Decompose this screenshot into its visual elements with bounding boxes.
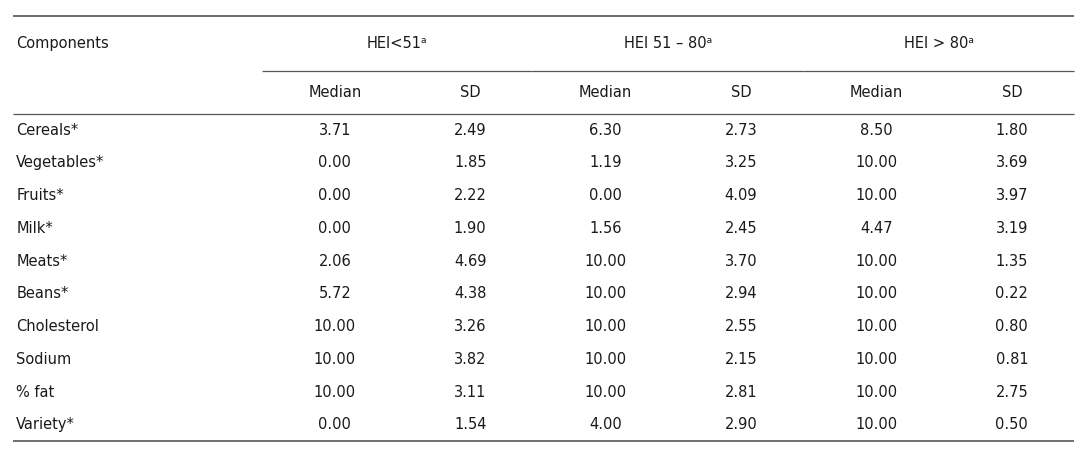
Text: SD: SD — [460, 85, 480, 100]
Text: 10.00: 10.00 — [585, 287, 627, 302]
Text: 3.19: 3.19 — [996, 221, 1028, 236]
Text: 3.69: 3.69 — [996, 156, 1028, 171]
Text: 10.00: 10.00 — [314, 352, 355, 367]
Text: 3.97: 3.97 — [996, 188, 1028, 203]
Text: 2.22: 2.22 — [453, 188, 487, 203]
Text: HEI<51ᵃ: HEI<51ᵃ — [366, 36, 427, 51]
Text: 2.55: 2.55 — [725, 319, 758, 334]
Text: 6.30: 6.30 — [589, 123, 622, 138]
Text: 2.81: 2.81 — [725, 385, 758, 399]
Text: 1.90: 1.90 — [454, 221, 487, 236]
Text: 10.00: 10.00 — [855, 254, 898, 269]
Text: 0.00: 0.00 — [589, 188, 622, 203]
Text: Fruits*: Fruits* — [16, 188, 64, 203]
Text: 4.00: 4.00 — [589, 418, 622, 432]
Text: 4.69: 4.69 — [454, 254, 487, 269]
Text: 1.80: 1.80 — [996, 123, 1028, 138]
Text: 2.06: 2.06 — [318, 254, 351, 269]
Text: 0.00: 0.00 — [318, 418, 351, 432]
Text: 10.00: 10.00 — [855, 385, 898, 399]
Text: 2.49: 2.49 — [454, 123, 487, 138]
Text: 10.00: 10.00 — [314, 385, 355, 399]
Text: Sodium: Sodium — [16, 352, 72, 367]
Text: % fat: % fat — [16, 385, 54, 399]
Text: HEI > 80ᵃ: HEI > 80ᵃ — [903, 36, 974, 51]
Text: 5.72: 5.72 — [318, 287, 351, 302]
Text: Median: Median — [579, 85, 633, 100]
Text: 0.00: 0.00 — [318, 221, 351, 236]
Text: 10.00: 10.00 — [855, 156, 898, 171]
Text: 2.45: 2.45 — [725, 221, 758, 236]
Text: Beans*: Beans* — [16, 287, 68, 302]
Text: Cereals*: Cereals* — [16, 123, 78, 138]
Text: Cholesterol: Cholesterol — [16, 319, 99, 334]
Text: 2.73: 2.73 — [725, 123, 758, 138]
Text: 0.22: 0.22 — [996, 287, 1028, 302]
Text: Median: Median — [850, 85, 903, 100]
Text: Vegetables*: Vegetables* — [16, 156, 104, 171]
Text: 10.00: 10.00 — [314, 319, 355, 334]
Text: 2.94: 2.94 — [725, 287, 758, 302]
Text: 3.82: 3.82 — [454, 352, 487, 367]
Text: 3.70: 3.70 — [725, 254, 758, 269]
Text: 0.00: 0.00 — [318, 156, 351, 171]
Text: Components: Components — [16, 36, 109, 51]
Text: 10.00: 10.00 — [585, 254, 627, 269]
Text: 0.00: 0.00 — [318, 188, 351, 203]
Text: 10.00: 10.00 — [585, 352, 627, 367]
Text: 3.71: 3.71 — [318, 123, 351, 138]
Text: 10.00: 10.00 — [855, 352, 898, 367]
Text: Median: Median — [309, 85, 361, 100]
Text: 4.38: 4.38 — [454, 287, 486, 302]
Text: 10.00: 10.00 — [855, 188, 898, 203]
Text: 2.90: 2.90 — [725, 418, 758, 432]
Text: 1.35: 1.35 — [996, 254, 1028, 269]
Text: 10.00: 10.00 — [855, 287, 898, 302]
Text: 10.00: 10.00 — [855, 418, 898, 432]
Text: 1.54: 1.54 — [454, 418, 487, 432]
Text: 2.15: 2.15 — [725, 352, 758, 367]
Text: 0.80: 0.80 — [996, 319, 1028, 334]
Text: 10.00: 10.00 — [855, 319, 898, 334]
Text: 3.25: 3.25 — [725, 156, 758, 171]
Text: SD: SD — [1001, 85, 1022, 100]
Text: 0.81: 0.81 — [996, 352, 1028, 367]
Text: Milk*: Milk* — [16, 221, 53, 236]
Text: HEI 51 – 80ᵃ: HEI 51 – 80ᵃ — [624, 36, 712, 51]
Text: SD: SD — [730, 85, 751, 100]
Text: 0.50: 0.50 — [996, 418, 1028, 432]
Text: 3.26: 3.26 — [454, 319, 487, 334]
Text: 10.00: 10.00 — [585, 385, 627, 399]
Text: 10.00: 10.00 — [585, 319, 627, 334]
Text: 1.85: 1.85 — [454, 156, 487, 171]
Text: 3.11: 3.11 — [454, 385, 486, 399]
Text: 4.47: 4.47 — [860, 221, 892, 236]
Text: 2.75: 2.75 — [996, 385, 1028, 399]
Text: 1.56: 1.56 — [589, 221, 622, 236]
Text: 1.19: 1.19 — [589, 156, 622, 171]
Text: Variety*: Variety* — [16, 418, 75, 432]
Text: Meats*: Meats* — [16, 254, 67, 269]
Text: 4.09: 4.09 — [725, 188, 758, 203]
Text: 8.50: 8.50 — [860, 123, 892, 138]
